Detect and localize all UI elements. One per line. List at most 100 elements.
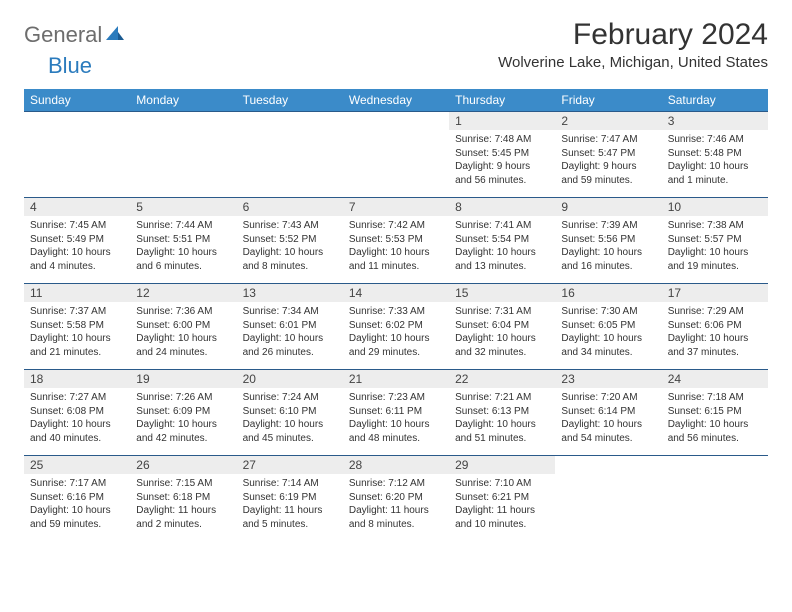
day-data: Sunrise: 7:47 AMSunset: 5:47 PMDaylight:… [555,130,661,191]
day-cell: 10Sunrise: 7:38 AMSunset: 5:57 PMDayligh… [662,198,768,284]
sunset-text: Sunset: 6:21 PM [455,491,549,505]
daylight-text: Daylight: 10 hours and 54 minutes. [561,418,655,445]
daylight-text: Daylight: 10 hours and 13 minutes. [455,246,549,273]
month-title: February 2024 [498,18,768,52]
sunset-text: Sunset: 5:56 PM [561,233,655,247]
sunset-text: Sunset: 6:00 PM [136,319,230,333]
sunset-text: Sunset: 6:01 PM [243,319,337,333]
day-number: 20 [237,370,343,388]
dow-saturday: Saturday [662,89,768,112]
sunset-text: Sunset: 6:14 PM [561,405,655,419]
daylight-text: Daylight: 10 hours and 32 minutes. [455,332,549,359]
day-number: 16 [555,284,661,302]
day-number: 6 [237,198,343,216]
daylight-text: Daylight: 10 hours and 26 minutes. [243,332,337,359]
week-row: 11Sunrise: 7:37 AMSunset: 5:58 PMDayligh… [24,284,768,370]
day-cell: 25Sunrise: 7:17 AMSunset: 6:16 PMDayligh… [24,456,130,542]
sunset-text: Sunset: 6:02 PM [349,319,443,333]
sunset-text: Sunset: 6:16 PM [30,491,124,505]
day-cell: 29Sunrise: 7:10 AMSunset: 6:21 PMDayligh… [449,456,555,542]
day-data: Sunrise: 7:10 AMSunset: 6:21 PMDaylight:… [449,474,555,535]
daylight-text: Daylight: 10 hours and 11 minutes. [349,246,443,273]
day-cell: 19Sunrise: 7:26 AMSunset: 6:09 PMDayligh… [130,370,236,456]
day-data: Sunrise: 7:48 AMSunset: 5:45 PMDaylight:… [449,130,555,191]
sunrise-text: Sunrise: 7:30 AM [561,305,655,319]
day-cell: 23Sunrise: 7:20 AMSunset: 6:14 PMDayligh… [555,370,661,456]
day-data: Sunrise: 7:27 AMSunset: 6:08 PMDaylight:… [24,388,130,449]
day-data: Sunrise: 7:29 AMSunset: 6:06 PMDaylight:… [662,302,768,363]
daylight-text: Daylight: 11 hours and 8 minutes. [349,504,443,531]
sunrise-text: Sunrise: 7:39 AM [561,219,655,233]
dow-wednesday: Wednesday [343,89,449,112]
sunrise-text: Sunrise: 7:15 AM [136,477,230,491]
daylight-text: Daylight: 9 hours and 59 minutes. [561,160,655,187]
daylight-text: Daylight: 10 hours and 45 minutes. [243,418,337,445]
daylight-text: Daylight: 10 hours and 56 minutes. [668,418,762,445]
day-number: 13 [237,284,343,302]
day-data: Sunrise: 7:17 AMSunset: 6:16 PMDaylight:… [24,474,130,535]
day-data: Sunrise: 7:23 AMSunset: 6:11 PMDaylight:… [343,388,449,449]
sunset-text: Sunset: 6:18 PM [136,491,230,505]
day-cell: 16 Sunrise: 7:30 AMSunset: 6:05 PMDayligh… [555,284,661,370]
sunrise-text: Sunrise: 7:17 AM [30,477,124,491]
day-data: Sunrise: 7:26 AMSunset: 6:09 PMDaylight:… [130,388,236,449]
week-row: 1Sunrise: 7:48 AMSunset: 5:45 PMDaylight… [24,112,768,198]
daylight-text: Daylight: 11 hours and 5 minutes. [243,504,337,531]
day-number: 9 [555,198,661,216]
day-data: Sunrise: 7:33 AMSunset: 6:02 PMDaylight:… [343,302,449,363]
sunset-text: Sunset: 6:08 PM [30,405,124,419]
sunrise-text: Sunrise: 7:46 AM [668,133,762,147]
day-number: 19 [130,370,236,388]
brand-logo: General [24,18,128,48]
sunrise-text: Sunrise: 7:24 AM [243,391,337,405]
sunset-text: Sunset: 6:20 PM [349,491,443,505]
day-data: Sunrise: 7:41 AMSunset: 5:54 PMDaylight:… [449,216,555,277]
day-number: 25 [24,456,130,474]
dow-thursday: Thursday [449,89,555,112]
day-number: 11 [24,284,130,302]
day-number [662,456,768,474]
day-cell: 11Sunrise: 7:37 AMSunset: 5:58 PMDayligh… [24,284,130,370]
day-number: 5 [130,198,236,216]
day-data: Sunrise: 7:39 AMSunset: 5:56 PMDaylight:… [555,216,661,277]
day-cell: 6Sunrise: 7:43 AMSunset: 5:52 PMDaylight… [237,198,343,284]
day-number: 15 [449,284,555,302]
day-number [237,112,343,130]
day-number: 28 [343,456,449,474]
day-data: Sunrise: 7:46 AMSunset: 5:48 PMDaylight:… [662,130,768,191]
day-cell: 28Sunrise: 7:12 AMSunset: 6:20 PMDayligh… [343,456,449,542]
day-number [130,112,236,130]
day-number [24,112,130,130]
day-cell [24,112,130,198]
sunrise-text: Sunrise: 7:37 AM [30,305,124,319]
daylight-text: Daylight: 10 hours and 48 minutes. [349,418,443,445]
day-number: 12 [130,284,236,302]
day-cell: 4Sunrise: 7:45 AMSunset: 5:49 PMDaylight… [24,198,130,284]
day-data: Sunrise: 7:31 AMSunset: 6:04 PMDaylight:… [449,302,555,363]
day-number: 24 [662,370,768,388]
sunset-text: Sunset: 5:48 PM [668,147,762,161]
sunrise-text: Sunrise: 7:38 AM [668,219,762,233]
sunrise-text: Sunrise: 7:27 AM [30,391,124,405]
day-cell [555,456,661,542]
sunrise-text: Sunrise: 7:20 AM [561,391,655,405]
day-cell: 1Sunrise: 7:48 AMSunset: 5:45 PMDaylight… [449,112,555,198]
day-number [343,112,449,130]
brand-text-blue: Blue [48,53,92,78]
day-data: Sunrise: 7:36 AMSunset: 6:00 PMDaylight:… [130,302,236,363]
sunrise-text: Sunrise: 7:26 AM [136,391,230,405]
sunrise-text: Sunrise: 7:48 AM [455,133,549,147]
daylight-text: Daylight: 10 hours and 59 minutes. [30,504,124,531]
week-row: 4Sunrise: 7:45 AMSunset: 5:49 PMDaylight… [24,198,768,284]
day-cell: 2Sunrise: 7:47 AMSunset: 5:47 PMDaylight… [555,112,661,198]
sunset-text: Sunset: 5:57 PM [668,233,762,247]
day-cell: 18Sunrise: 7:27 AMSunset: 6:08 PMDayligh… [24,370,130,456]
sunset-text: Sunset: 6:10 PM [243,405,337,419]
daylight-text: Daylight: 10 hours and 34 minutes. [561,332,655,359]
day-number: 4 [24,198,130,216]
sunrise-text: Sunrise: 7:10 AM [455,477,549,491]
sunset-text: Sunset: 5:45 PM [455,147,549,161]
daylight-text: Daylight: 10 hours and 16 minutes. [561,246,655,273]
sunset-text: Sunset: 6:05 PM [561,319,655,333]
day-cell: 12Sunrise: 7:36 AMSunset: 6:00 PMDayligh… [130,284,236,370]
